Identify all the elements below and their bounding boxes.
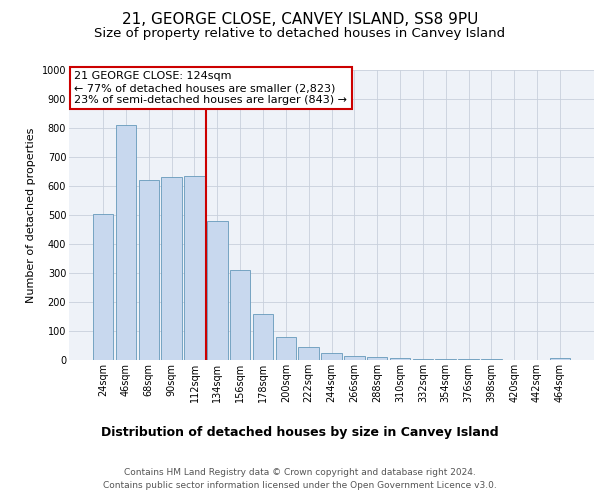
Bar (275, 338, 296, 360)
Text: Contains HM Land Registry data © Crown copyright and database right 2024.: Contains HM Land Registry data © Crown c… (124, 468, 476, 477)
Text: Distribution of detached houses by size in Canvey Island: Distribution of detached houses by size … (101, 426, 499, 439)
Bar (367, 357, 388, 360)
Text: Size of property relative to detached houses in Canvey Island: Size of property relative to detached ho… (94, 28, 506, 40)
Bar (436, 359, 456, 360)
Y-axis label: Number of detached properties: Number of detached properties (26, 128, 36, 302)
Text: 21 GEORGE CLOSE: 124sqm
← 77% of detached houses are smaller (2,823)
23% of semi: 21 GEORGE CLOSE: 124sqm ← 77% of detache… (74, 72, 347, 104)
Bar (207, 221, 227, 360)
Bar (298, 347, 319, 360)
Bar (253, 314, 273, 360)
Bar (321, 353, 342, 360)
Text: Contains public sector information licensed under the Open Government Licence v3: Contains public sector information licen… (103, 482, 497, 490)
Bar (93, 214, 113, 360)
Bar (161, 178, 182, 360)
Bar (139, 180, 159, 360)
Bar (230, 270, 250, 360)
Text: 21, GEORGE CLOSE, CANVEY ISLAND, SS8 9PU: 21, GEORGE CLOSE, CANVEY ISLAND, SS8 9PU (122, 12, 478, 28)
Bar (116, 125, 136, 360)
Bar (390, 358, 410, 360)
Bar (550, 358, 570, 360)
Bar (344, 356, 365, 360)
Bar (413, 359, 433, 360)
Bar (184, 176, 205, 360)
